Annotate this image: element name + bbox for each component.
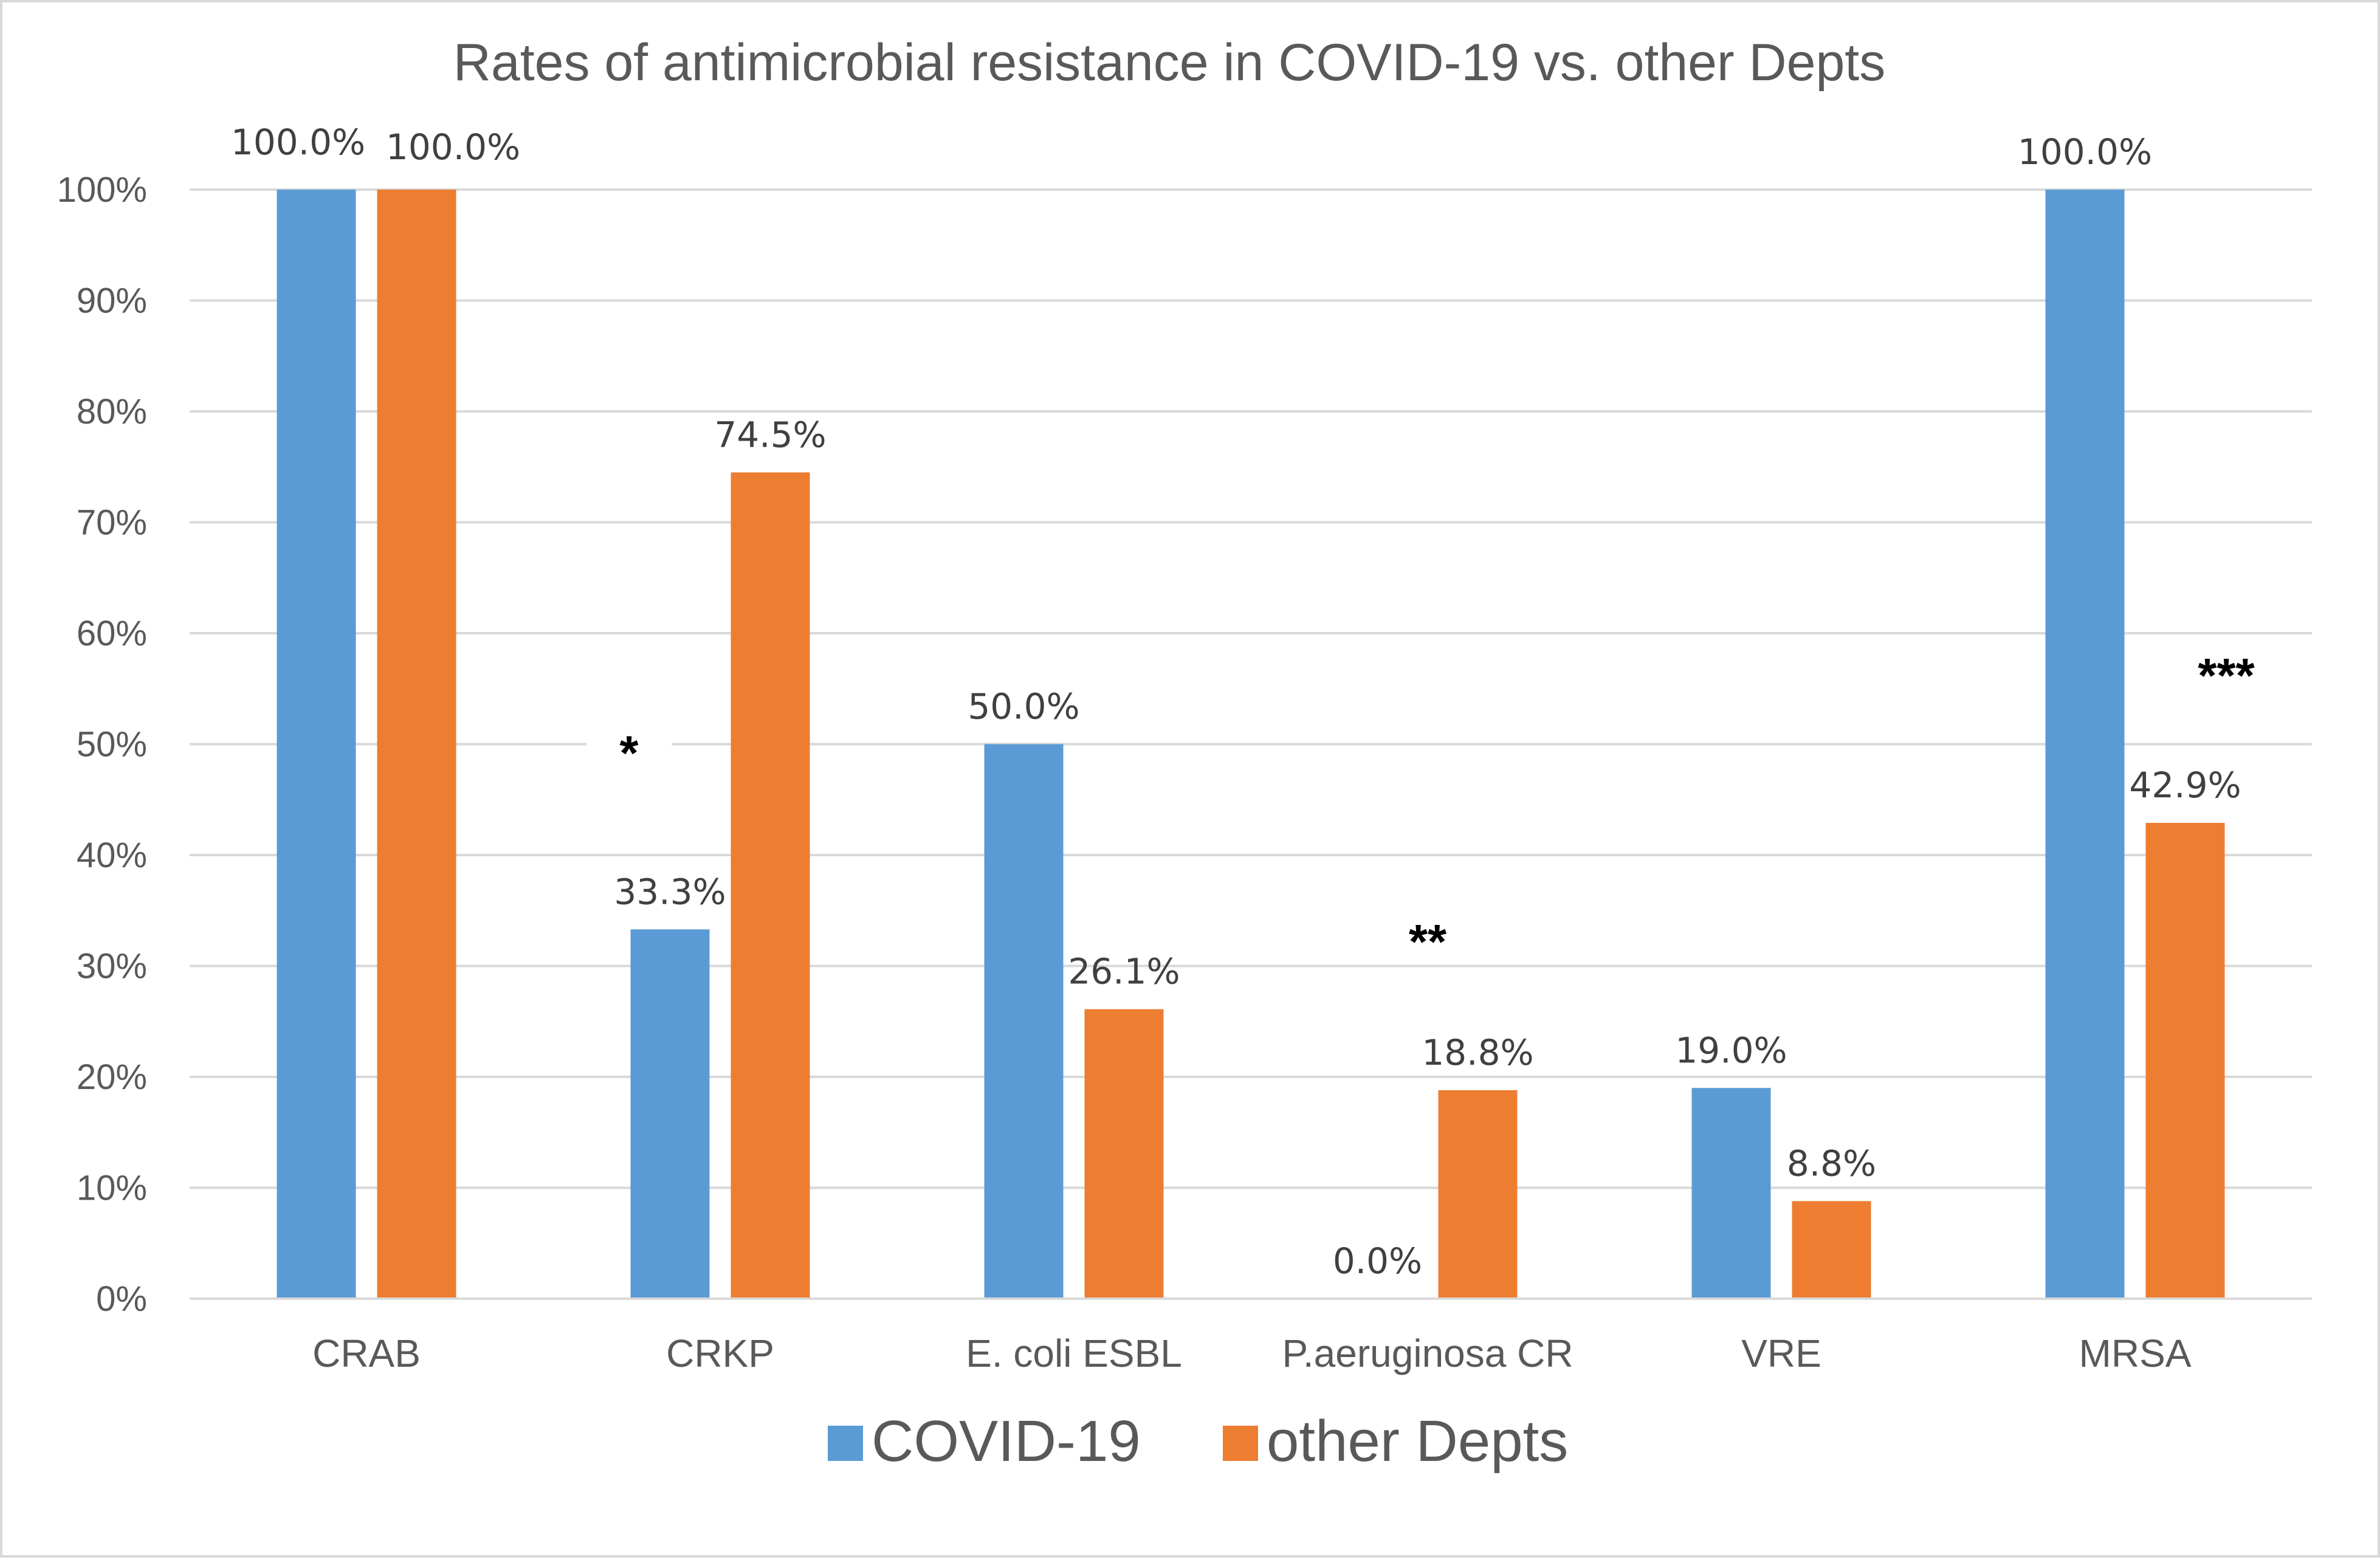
significance-marker: **	[1409, 915, 1447, 969]
bar-other-3	[1438, 1090, 1518, 1299]
data-labels: 33.3% 50.0% 0.0% 19.0% 100.0% 74.5% 26.1% 18.8%…	[231, 122, 2255, 1282]
data-label: 19.0%	[1675, 1029, 1787, 1071]
y-tick-label: 60%	[77, 614, 147, 653]
x-tick-label: MRSA	[2079, 1331, 2192, 1375]
data-label: 100.0%	[2018, 131, 2152, 173]
x-tick-label: VRE	[1741, 1331, 1821, 1375]
y-tick-label: 90%	[77, 281, 147, 321]
bars	[277, 190, 2225, 1299]
significance-marker: *	[619, 726, 639, 780]
bar-covid-1	[630, 929, 710, 1299]
y-tick-label: 10%	[77, 1169, 147, 1208]
significance-marker: ***	[2198, 648, 2255, 703]
x-tick-label: CRKP	[666, 1331, 774, 1375]
x-tick-label: E. coli ESBL	[966, 1331, 1182, 1375]
y-tick-label: 40%	[77, 836, 147, 875]
gridlines	[190, 188, 2312, 1300]
bar-covid-4	[1691, 1088, 1771, 1299]
y-tick-label: 100%	[57, 170, 147, 210]
bar-covid-5	[2045, 190, 2125, 1299]
data-label: 0.0%	[1333, 1240, 1422, 1282]
bar-other-4	[1792, 1201, 1871, 1299]
bar-other-1	[731, 472, 810, 1299]
legend-label: COVID-19	[872, 1409, 1141, 1474]
data-label: 100.0%	[386, 126, 520, 168]
legend-swatch-other	[1223, 1426, 1258, 1461]
data-label: 100.0%	[231, 122, 365, 163]
bar-covid-2	[984, 744, 1064, 1299]
x-tick-label: P.aeruginosa CR	[1282, 1331, 1573, 1375]
y-tick-label: 30%	[77, 947, 147, 986]
data-label: 42.9%	[2129, 765, 2241, 806]
y-tick-label: 50%	[77, 725, 147, 765]
bar-other-0	[377, 190, 456, 1299]
data-label: 26.1%	[1068, 951, 1180, 992]
data-label: 8.8%	[1787, 1143, 1876, 1184]
bar-covid-0	[277, 190, 356, 1299]
data-label: 74.5%	[714, 414, 826, 455]
annotation-gap	[586, 739, 672, 749]
chart-title: Rates of antimicrobial resistance in COV…	[453, 33, 1885, 92]
legend-swatch-covid	[828, 1426, 863, 1461]
data-label: 33.3%	[614, 871, 726, 912]
axes: 0% 10% 20% 30% 40% 50% 60% 70% 80% 90% 100% CRAB CRK…	[57, 170, 2312, 1375]
data-label: 18.8%	[1422, 1032, 1533, 1073]
data-label: 50.0%	[968, 686, 1079, 727]
y-tick-label: 80%	[77, 392, 147, 431]
y-tick-label: 70%	[77, 503, 147, 543]
bar-other-5	[2145, 823, 2225, 1299]
y-tick-label: 20%	[77, 1057, 147, 1097]
y-tick-label: 0%	[96, 1279, 147, 1319]
x-tick-label: CRAB	[312, 1331, 421, 1375]
bar-other-2	[1084, 1009, 1164, 1299]
legend-label: other Depts	[1267, 1409, 1568, 1474]
legend: COVID-19 other Depts	[828, 1409, 1568, 1474]
